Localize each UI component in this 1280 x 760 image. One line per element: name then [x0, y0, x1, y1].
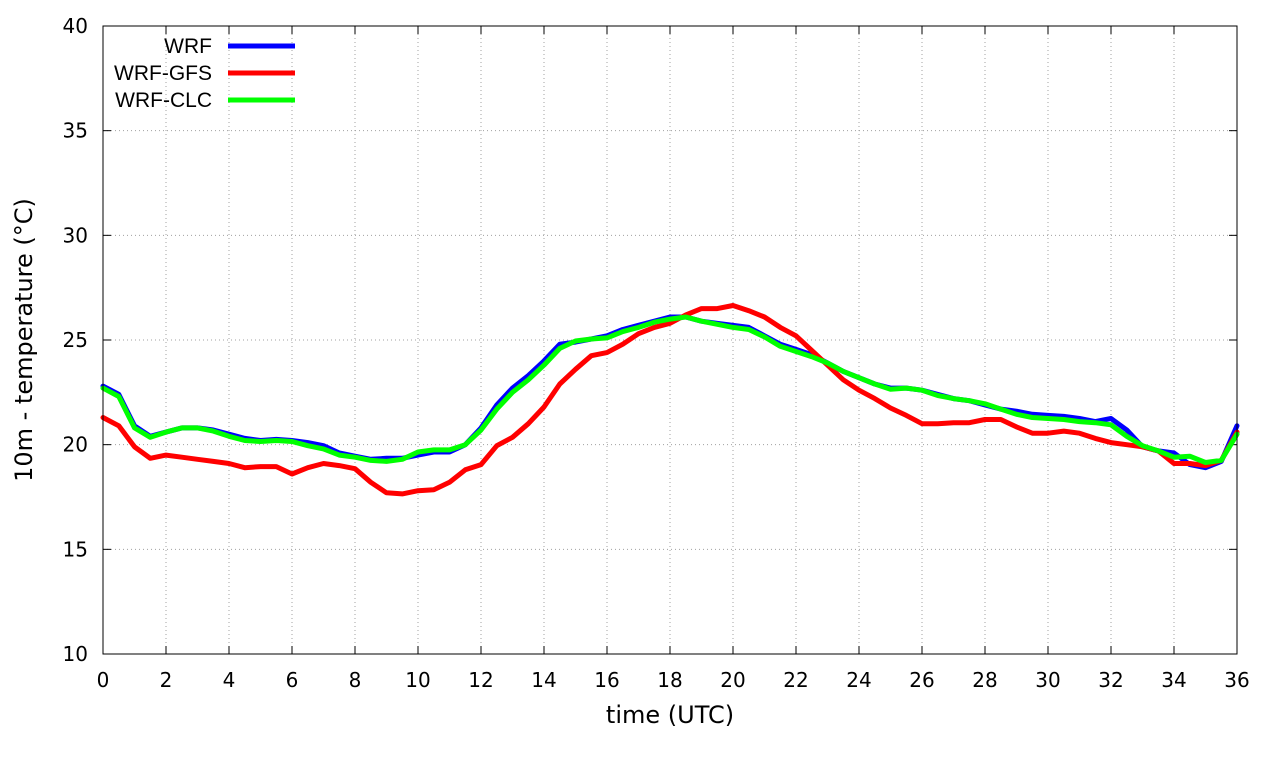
legend-label: WRF-CLC — [115, 89, 212, 112]
x-tick-label: 32 — [1098, 668, 1123, 692]
plot-frame — [102, 25, 1238, 655]
series-lines — [100, 303, 1240, 497]
axis-ticks: 0 2 4 6 8 10 12 14 16 18 20 22 24 26 28 30 32 34 361015202… — [63, 14, 1250, 692]
x-tick-label: 26 — [909, 668, 934, 692]
legend: WRF WRF-GFS WRF-CLC — [114, 35, 295, 112]
x-tick-label: 28 — [972, 668, 997, 692]
series-line-wrf — [100, 314, 1240, 471]
x-tick-label: 34 — [1161, 668, 1186, 692]
x-tick-label: 16 — [594, 668, 619, 692]
x-tick-label: 6 — [286, 668, 299, 692]
x-tick-label: 22 — [783, 668, 808, 692]
y-tick-label: 15 — [63, 537, 88, 561]
x-tick-label: 18 — [657, 668, 682, 692]
y-tick-label: 10 — [63, 642, 88, 666]
series-line-wrf-clc — [100, 314, 1240, 465]
y-axis-label: 10m - temperature (°C) — [10, 198, 38, 482]
x-tick-label: 14 — [531, 668, 556, 692]
x-tick-label: 24 — [846, 668, 871, 692]
y-tick-label: 20 — [63, 433, 88, 457]
x-tick-label: 20 — [720, 668, 745, 692]
x-tick-label: 4 — [223, 668, 236, 692]
x-tick-label: 8 — [349, 668, 362, 692]
x-tick-label: 30 — [1035, 668, 1060, 692]
grid — [103, 26, 1237, 654]
y-tick-label: 25 — [63, 328, 88, 352]
x-tick-label: 10 — [405, 668, 430, 692]
x-tick-label: 2 — [160, 668, 173, 692]
x-tick-label: 0 — [97, 668, 110, 692]
series-line-wrf-gfs — [100, 303, 1240, 497]
x-axis-label: time (UTC) — [606, 701, 734, 729]
x-tick-label: 36 — [1224, 668, 1249, 692]
y-tick-label: 40 — [63, 14, 88, 38]
y-tick-label: 30 — [63, 223, 88, 247]
y-tick-label: 35 — [63, 119, 88, 143]
legend-label: WRF — [164, 35, 212, 58]
legend-label: WRF-GFS — [114, 62, 212, 85]
x-tick-label: 12 — [468, 668, 493, 692]
